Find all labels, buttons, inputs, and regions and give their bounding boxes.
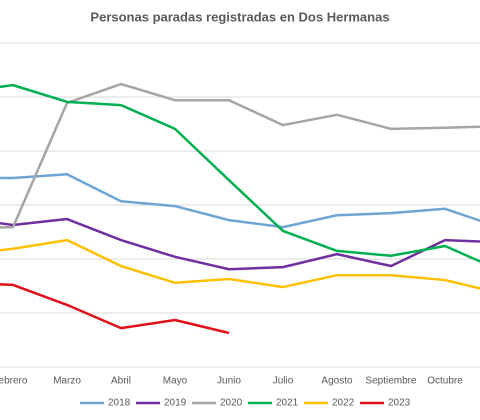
legend-label: 2022: [332, 398, 355, 409]
legend-label: 2021: [276, 398, 299, 409]
series-line: [0, 83, 480, 263]
series-line: [0, 82, 480, 229]
x-tick-label: Agosto: [321, 376, 353, 387]
plot-area: [0, 42, 480, 368]
legend-label: 2020: [220, 398, 243, 409]
legend-label: 2019: [164, 398, 187, 409]
x-tick-label: Marzo: [53, 376, 81, 387]
x-tick-label: Mayo: [163, 376, 188, 387]
x-tick-label: Octubre: [427, 376, 463, 387]
x-tick-label: Junio: [217, 376, 241, 387]
legend-label: 2023: [388, 398, 411, 409]
x-tick-label: Abril: [111, 376, 131, 387]
chart-title: Personas paradas registradas en Dos Herm…: [90, 9, 389, 24]
legend-label: 2018: [108, 398, 131, 409]
series-line: [0, 238, 480, 290]
x-tick-label: Septiembre: [365, 376, 417, 387]
series-line: [0, 172, 480, 229]
series-line: [0, 217, 480, 271]
series-line: [0, 283, 230, 335]
x-tick-label: ebrero: [0, 376, 28, 387]
x-tick-label: Julio: [273, 376, 294, 387]
